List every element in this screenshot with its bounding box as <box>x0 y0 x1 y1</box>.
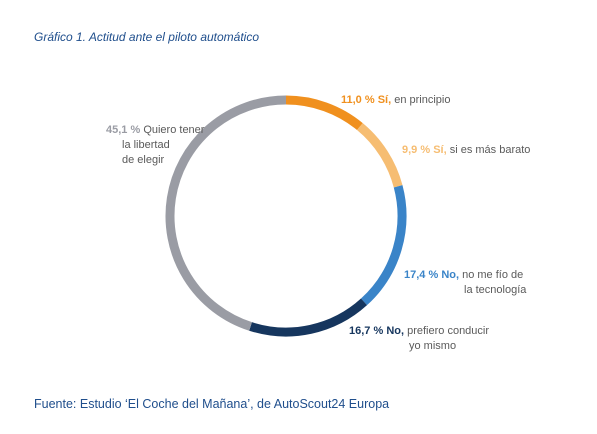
ring-segment <box>249 298 368 337</box>
source-note: Fuente: Estudio ‘El Coche del Mañana’, d… <box>34 397 390 411</box>
slice-text: Quiero tener <box>143 124 204 136</box>
slice-label-line: la libertad <box>122 139 170 151</box>
ring-segment <box>165 95 287 331</box>
slice-label: 45,1 % Quiero tener <box>106 124 205 136</box>
slice-answer: Sí, <box>433 144 450 156</box>
slice-answer: Sí, <box>378 94 395 106</box>
slice-text: prefiero conducir <box>407 325 489 337</box>
ring-labels: 11,0 % Sí, en principio 9,9 % Sí, si es m… <box>106 94 530 352</box>
slice-text: si es más barato <box>450 144 531 156</box>
ring-segment <box>360 185 407 306</box>
slice-text: en principio <box>394 94 450 106</box>
slice-label-line: de elegir <box>122 154 165 166</box>
slice-answer: No, <box>386 325 407 337</box>
ring-segment <box>356 123 403 188</box>
slice-percent: 17,4 % <box>404 269 441 281</box>
slice-percent: 45,1 % <box>106 124 143 136</box>
slice-label: 11,0 % Sí, en principio <box>341 94 450 106</box>
chart-title: Gráfico 1. Actitud ante el piloto automá… <box>34 30 260 44</box>
slice-label: 16,7 % No, prefiero conducir <box>349 325 489 337</box>
slice-label: 17,4 % No, no me fío de <box>404 269 523 281</box>
slice-percent: 16,7 % <box>349 325 386 337</box>
slice-percent: 9,9 % <box>402 144 433 156</box>
slice-answer: No, <box>441 269 462 281</box>
ring-segments <box>165 95 407 337</box>
slice-label-line: la tecnología <box>464 284 527 296</box>
slice-label: 9,9 % Sí, si es más barato <box>402 144 530 156</box>
ring-segment <box>285 95 363 131</box>
slice-text: no me fío de <box>462 269 523 281</box>
slice-percent: 11,0 % <box>341 94 378 106</box>
slice-label-line: yo mismo <box>409 340 456 352</box>
